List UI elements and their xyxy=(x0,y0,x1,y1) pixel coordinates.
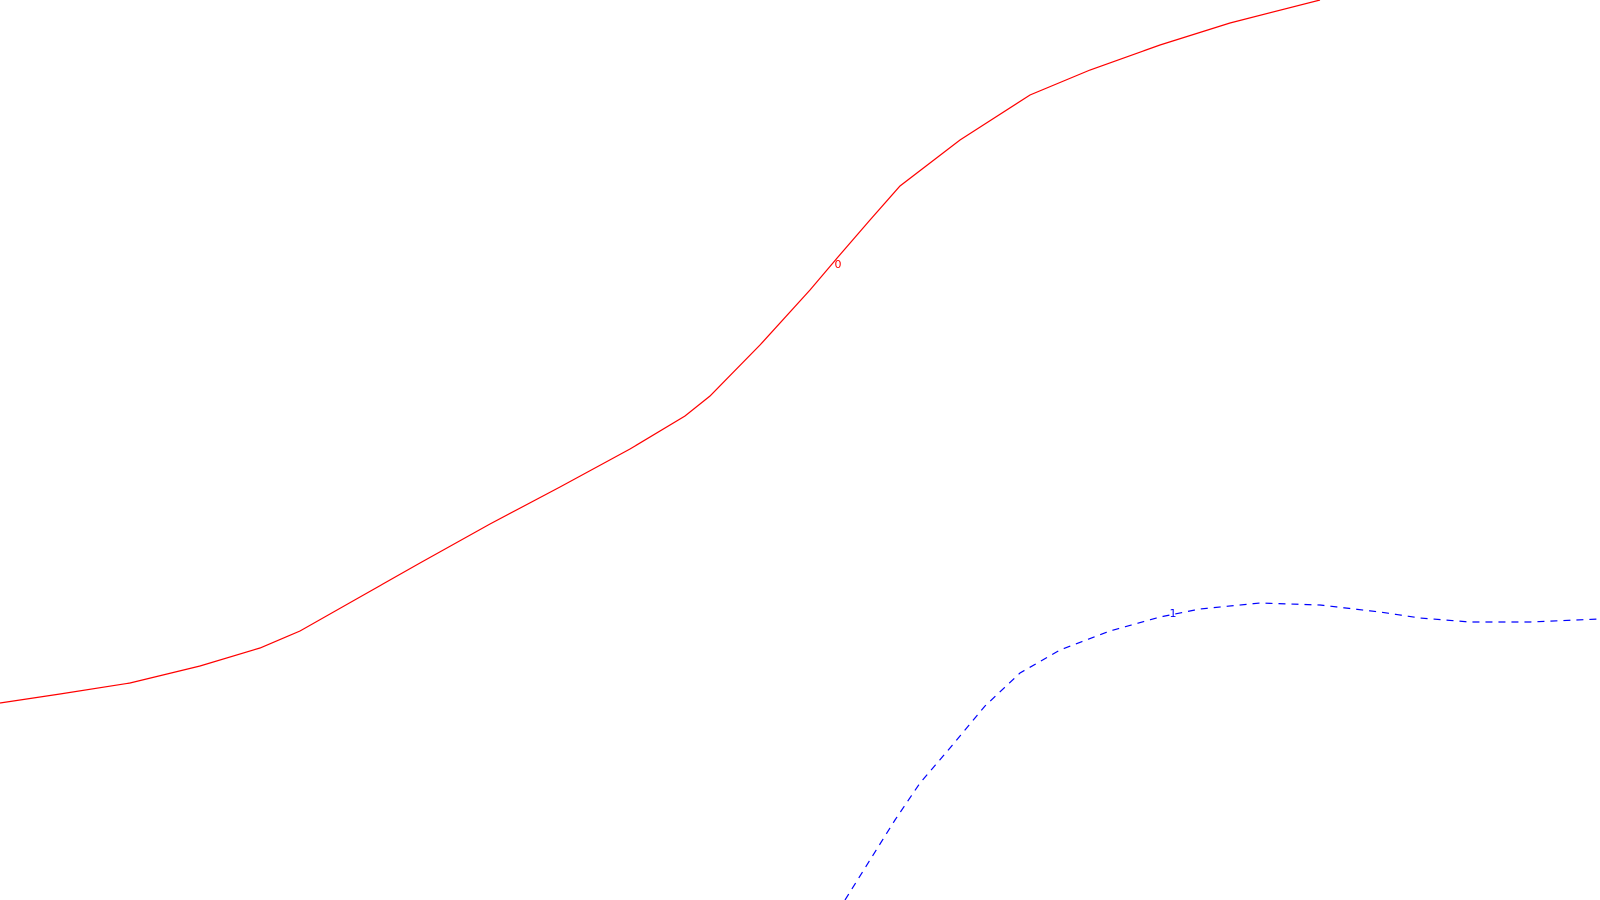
contour-line-1 xyxy=(844,602,1600,900)
contour-line-0 xyxy=(0,0,1321,704)
contour-label-0: 0 xyxy=(835,258,842,271)
contour-label-1: 1 xyxy=(1170,607,1177,620)
